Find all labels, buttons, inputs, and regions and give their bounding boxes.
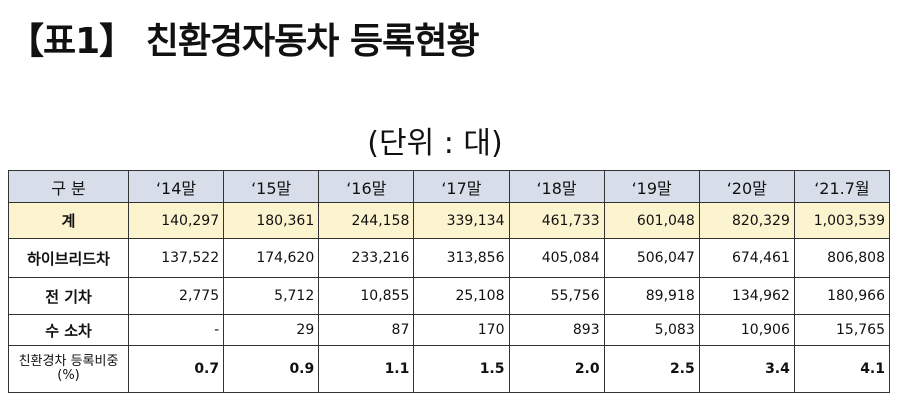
column-header: ‘18말 <box>508 170 605 203</box>
cell: 25,108 <box>413 277 510 315</box>
cell: 87 <box>318 314 415 346</box>
cell: 244,158 <box>318 202 415 239</box>
header-row: 구 분 ‘14말 ‘15말 ‘16말 ‘17말 ‘18말 ‘19말 ‘20말 ‘21.7월 <box>8 170 891 203</box>
column-header: ‘17말 <box>413 170 510 203</box>
column-header: ‘14말 <box>127 170 225 203</box>
cell: 339,134 <box>413 202 510 239</box>
cell: 3.4 <box>698 345 795 393</box>
cell: 10,855 <box>318 277 415 315</box>
column-header: ‘19말 <box>603 170 700 203</box>
row-label: 수 소차 <box>8 314 129 346</box>
column-header: ‘20말 <box>698 170 795 203</box>
cell: 137,522 <box>127 238 225 278</box>
table-row: 친환경차 등록비중(%) 0.7 0.9 1.1 1.5 2.0 2.5 3.4 4.1 <box>8 345 891 393</box>
table-row: 전 기차 2,775 5,712 10,855 25,108 55,756 89,918 13… <box>8 277 891 315</box>
cell: 2,775 <box>127 277 225 315</box>
column-header: 구 분 <box>8 170 129 203</box>
cell: 893 <box>508 314 605 346</box>
cell: 233,216 <box>318 238 415 278</box>
cell: 461,733 <box>508 202 605 239</box>
cell: 10,906 <box>698 314 795 346</box>
cell: 5,083 <box>603 314 700 346</box>
cell: 806,808 <box>793 238 891 278</box>
row-label: 계 <box>8 202 129 239</box>
row-label: 전 기차 <box>8 277 129 315</box>
cell: 180,361 <box>223 202 320 239</box>
cell: 0.9 <box>223 345 320 393</box>
cell: 170 <box>413 314 510 346</box>
row-label: 하이브리드차 <box>8 238 129 278</box>
cell: 506,047 <box>603 238 700 278</box>
cell: 1.5 <box>413 345 510 393</box>
cell: 29 <box>223 314 320 346</box>
cell: 15,765 <box>793 314 891 346</box>
row-label: 친환경차 등록비중(%) <box>8 345 129 393</box>
cell: 55,756 <box>508 277 605 315</box>
cell: 1,003,539 <box>793 202 891 239</box>
cell: 601,048 <box>603 202 700 239</box>
column-header: ‘15말 <box>223 170 320 203</box>
table-row: 계 140,297 180,361 244,158 339,134 461,733 601,… <box>8 202 891 239</box>
table-body: 계 140,297 180,361 244,158 339,134 461,733 601,… <box>8 202 891 393</box>
cell: 140,297 <box>127 202 225 239</box>
cell: - <box>127 314 225 346</box>
cell: 820,329 <box>698 202 795 239</box>
cell: 180,966 <box>793 277 891 315</box>
cell: 405,084 <box>508 238 605 278</box>
cell: 89,918 <box>603 277 700 315</box>
cell: 134,962 <box>698 277 795 315</box>
cell: 4.1 <box>793 345 891 393</box>
column-header: ‘16말 <box>318 170 415 203</box>
table-row: 하이브리드차 137,522 174,620 233,216 313,856 405,08… <box>8 238 891 278</box>
cell: 2.5 <box>603 345 700 393</box>
table-head: 구 분 ‘14말 ‘15말 ‘16말 ‘17말 ‘18말 ‘19말 ‘20말 ‘21.7월 <box>8 170 891 203</box>
cell: 174,620 <box>223 238 320 278</box>
table-row: 수 소차 -29 87 170 893 5,083 10,906 15,765 <box>8 314 891 346</box>
cell: 2.0 <box>508 345 605 393</box>
cell: 5,712 <box>223 277 320 315</box>
unit-note: (단위 : 대) <box>367 126 503 161</box>
cell: 313,856 <box>413 238 510 278</box>
column-header: ‘21.7월 <box>793 170 891 203</box>
cell: 1.1 <box>318 345 415 393</box>
title: 【표1】 친환경자동차 등록현황 <box>8 21 479 62</box>
cell: 0.7 <box>127 345 225 393</box>
cell: 674,461 <box>698 238 795 278</box>
